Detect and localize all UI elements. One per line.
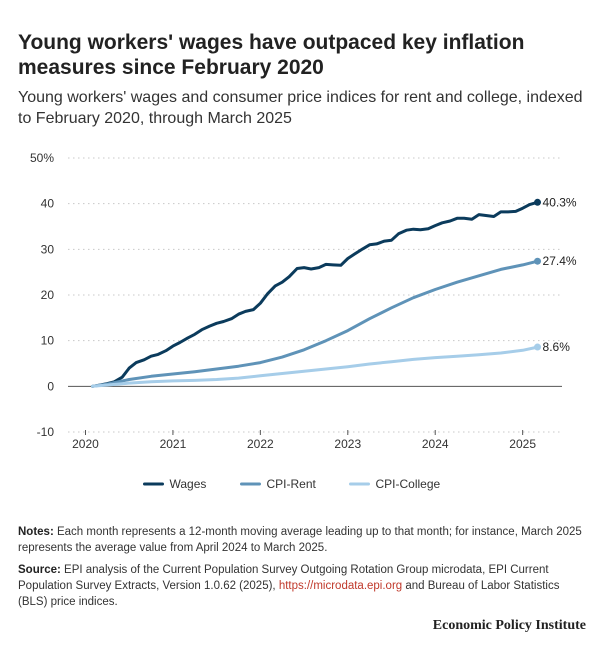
notes-text: Each month represents a 12-month moving … <box>18 526 582 554</box>
source-link[interactable]: https://microdata.epi.org <box>278 580 403 592</box>
y-axis-ticks: -10 0 10 20 30 40 50% <box>30 151 54 439</box>
x-axis-ticks: 2020 2021 2022 2023 2024 2025 <box>72 430 536 451</box>
series-line-cpi-college <box>91 345 539 388</box>
end-labels: 40.3% 27.4% 8.6% <box>534 195 577 354</box>
x-tick-label: 2020 <box>72 437 99 451</box>
chart-title: Young workers' wages have outpaced key i… <box>18 31 525 79</box>
y-tick-label: 10 <box>41 334 55 348</box>
y-tick-label: 0 <box>47 379 54 393</box>
y-tick-label: 50% <box>30 151 54 165</box>
x-tick-label: 2022 <box>247 437 274 451</box>
legend-label-cpi-rent: CPI-Rent <box>267 477 317 491</box>
source-label: Source: <box>18 564 61 576</box>
notes: Notes: Each month represents a 12-month … <box>18 524 588 556</box>
y-tick-label: -10 <box>37 425 55 439</box>
series-line-wages <box>91 200 539 388</box>
source: Source: EPI analysis of the Current Popu… <box>18 562 588 610</box>
y-tick-label: 30 <box>41 242 55 256</box>
legend-label-wages: Wages <box>170 477 207 491</box>
end-label-cpi-rent: 27.4% <box>543 254 577 268</box>
notes-label: Notes: <box>18 526 54 538</box>
end-marker-wages <box>534 198 542 206</box>
x-tick-label: 2024 <box>422 437 449 451</box>
end-marker-cpi-rent <box>534 257 542 265</box>
legend-label-cpi-college: CPI-College <box>376 477 441 491</box>
end-label-cpi-college: 8.6% <box>543 340 571 354</box>
source-text-before: EPI analysis of the Current Population S… <box>18 564 549 592</box>
brand-logo: Economic Policy Institute <box>432 618 586 633</box>
series-lines <box>91 200 539 388</box>
chart-subtitle: Young workers' wages and consumer price … <box>18 89 583 127</box>
series-line-cpi-rent <box>91 259 539 388</box>
x-tick-label: 2025 <box>509 437 536 451</box>
end-label-wages: 40.3% <box>543 195 577 209</box>
grid-lines <box>68 157 562 433</box>
source-text-after: and Bureau of Labor Statistics (BLS) pri… <box>18 580 560 608</box>
y-tick-label: 40 <box>41 197 55 211</box>
legend: Wages CPI-Rent CPI-College <box>143 477 441 491</box>
y-tick-label: 20 <box>41 288 55 302</box>
x-tick-label: 2021 <box>160 437 187 451</box>
x-tick-label: 2023 <box>334 437 361 451</box>
line-chart: -10 0 10 20 30 40 50% 2020 2021 2022 2023 2024 2025… <box>30 151 577 491</box>
end-marker-cpi-college <box>534 343 542 351</box>
